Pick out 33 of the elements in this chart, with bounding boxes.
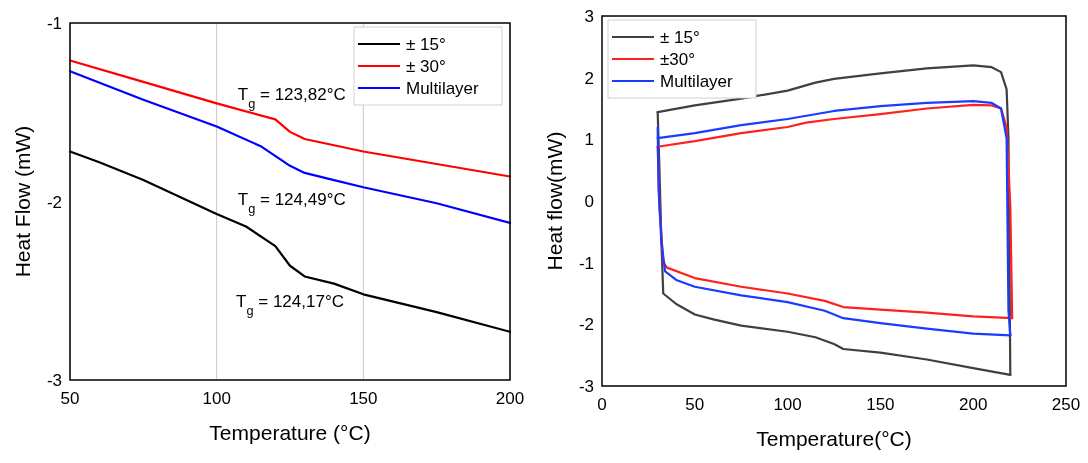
y-tick-label: 1: [584, 130, 594, 150]
legend-label: ±30°: [660, 50, 696, 69]
y-tick-label: -1: [578, 253, 594, 273]
annotation: T$_{g}$ = 123,82°C: [237, 84, 346, 111]
legend-label: Multilayer: [406, 79, 480, 98]
x-tick-label: 250: [1051, 395, 1081, 414]
y-tick-label: 3: [584, 7, 594, 26]
y-tick-label: 2: [584, 68, 594, 88]
x-tick-label: 100: [202, 389, 231, 408]
legend-label: ± 15°: [406, 35, 446, 54]
x-tick-label: 150: [349, 389, 378, 408]
legend-label: ± 30°: [406, 57, 446, 76]
y-tick-label: -3: [578, 377, 594, 396]
x-axis-title: Temperature (°C): [209, 421, 371, 444]
legend-label: ± 15°: [660, 28, 700, 47]
y-axis-title: Heat flow(mW): [543, 131, 566, 271]
y-tick-label: -2: [46, 192, 62, 212]
y-tick-label: -1: [46, 14, 62, 33]
y-axis-title: Heat Flow (mW): [11, 125, 34, 278]
y-tick-label: 0: [584, 192, 594, 211]
y-tick-label: -2: [578, 315, 594, 335]
legend-label: Multilayer: [660, 72, 734, 91]
x-tick-label: 150: [866, 395, 895, 414]
annotation: T$_{g}$ = 124,17°C: [236, 291, 344, 318]
x-tick-label: 100: [773, 395, 802, 414]
x-tick-label: 50: [685, 395, 705, 414]
x-tick-label: 50: [60, 389, 80, 408]
x-axis-title: Temperature(°C): [756, 427, 912, 450]
x-tick-label: 200: [959, 395, 988, 414]
annotation: T$_{g}$ = 124,49°C: [237, 190, 346, 216]
x-tick-label: 200: [495, 389, 525, 408]
y-tick-label: -3: [46, 371, 62, 390]
x-tick-label: 0: [597, 395, 607, 414]
